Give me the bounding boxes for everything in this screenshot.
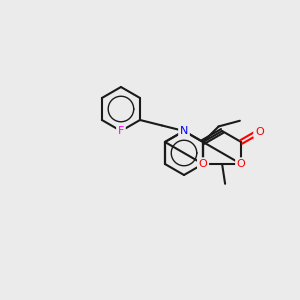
Text: F: F bbox=[118, 126, 124, 136]
Text: O: O bbox=[255, 127, 264, 136]
Text: N: N bbox=[180, 126, 188, 136]
Text: O: O bbox=[199, 159, 207, 169]
Text: O: O bbox=[237, 159, 245, 169]
